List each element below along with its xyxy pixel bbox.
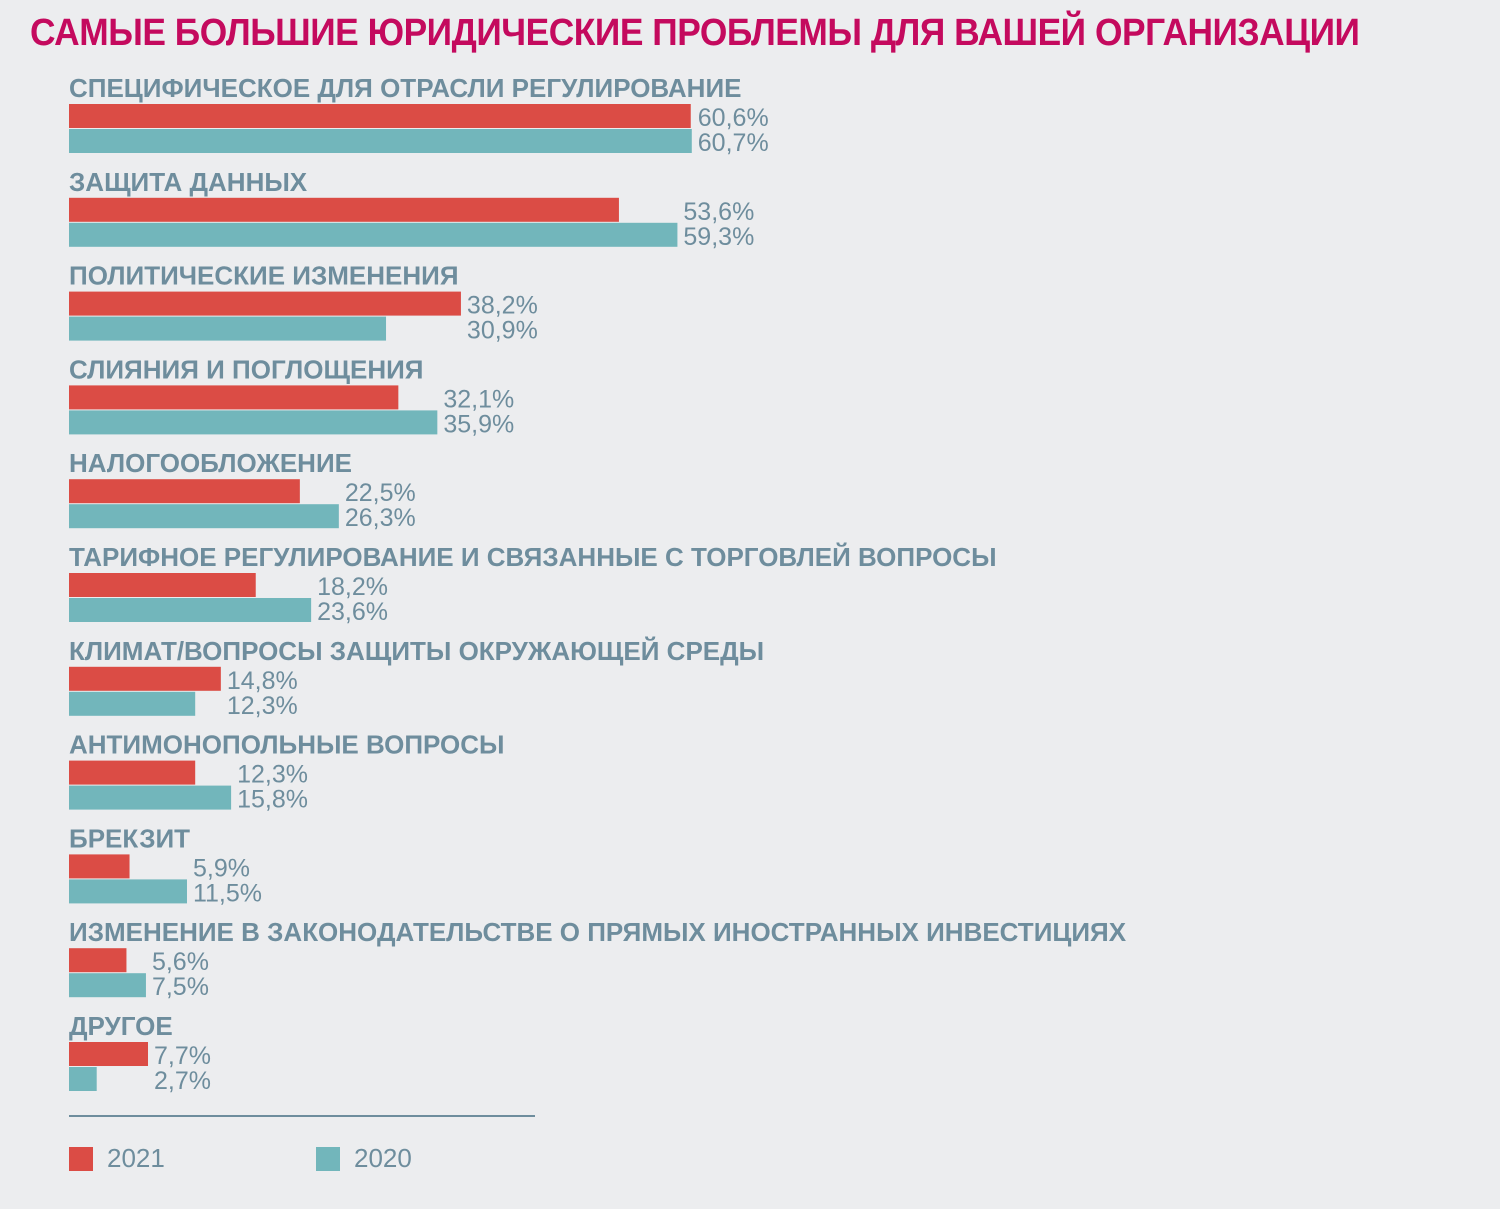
bar-2021 [69,479,300,504]
value-label-2021: 7,7% [154,1042,211,1070]
bar-2020 [69,1067,97,1091]
bar-2020 [69,410,438,435]
value-label-2021: 60,6% [698,104,769,132]
value-label-2021: 22,5% [345,479,416,507]
legend-item-2021: 2021 [69,1143,165,1174]
category-label: СЛИЯНИЯ И ПОГЛОЩЕНИЯ [69,354,424,384]
category-label: СПЕЦИФИЧЕСКОЕ ДЛЯ ОТРАСЛИ РЕГУЛИРОВАНИЕ [69,73,741,103]
value-label-2020: 60,7% [698,129,769,157]
bar-2020 [69,129,692,153]
bar-2021 [69,104,691,128]
bar-group: ИЗМЕНЕНИЕ В ЗАКОНОДАТЕЛЬСТВЕ О ПРЯМЫХ ИН… [69,917,1127,1001]
category-label: АНТИМОНОПОЛЬНЫЕ ВОПРОСЫ [69,730,505,760]
value-label-2021: 5,9% [193,854,250,882]
category-label: ЗАЩИТА ДАННЫХ [69,167,308,197]
category-label: НАЛОГООБЛОЖЕНИЕ [69,448,352,478]
bar-2021 [69,760,196,785]
value-label-2020: 15,8% [237,786,308,814]
value-label-2020: 35,9% [443,410,514,438]
bar-group: КЛИМАТ/ВОПРОСЫ ЗАЩИТЫ ОКРУЖАЮЩЕЙ СРЕДЫ14… [69,636,764,720]
legend-swatch-2020 [316,1146,340,1171]
value-label-2020: 59,3% [683,223,754,251]
value-label-2021: 18,2% [317,573,388,601]
bar-group: ПОЛИТИЧЕСКИЕ ИЗМЕНЕНИЯ 38,2%30,9% [69,261,538,345]
bar-group: ТАРИФНОЕ РЕГУЛИРОВАНИЕ И СВЯЗАННЫЕ С ТОР… [69,542,997,626]
bar-2020 [69,316,387,341]
category-label: ИЗМЕНЕНИЕ В ЗАКОНОДАТЕЛЬСТВЕ О ПРЯМЫХ ИН… [69,917,1127,947]
category-label: БРЕКЗИТ [69,823,190,853]
bar-2021 [69,1042,149,1066]
category-label: КЛИМАТ/ВОПРОСЫ ЗАЩИТЫ ОКРУЖАЮЩЕЙ СРЕДЫ [69,636,764,666]
bar-2021 [69,385,399,410]
value-label-2020: 7,5% [152,973,209,1001]
value-label-2020: 26,3% [345,504,416,532]
value-label-2020: 12,3% [227,692,298,720]
legend-swatch-2021 [69,1146,93,1171]
bar-2020 [69,785,232,810]
bar-2021 [69,573,256,597]
category-label: ТАРИФНОЕ РЕГУЛИРОВАНИЕ И СВЯЗАННЫЕ С ТОР… [69,542,997,572]
value-label-2021: 12,3% [237,761,308,789]
bar-group: ЗАЩИТА ДАННЫХ 53,6%59,3% [69,167,754,251]
bar-2021 [69,854,130,879]
bar-2021 [69,666,221,691]
bar-2020 [69,879,187,904]
category-label: ПОЛИТИЧЕСКИЕ ИЗМЕНЕНИЯ [69,261,459,291]
bar-2020 [69,691,196,716]
value-label-2020: 2,7% [154,1067,211,1095]
legend-label-2020: 2020 [354,1143,412,1173]
value-label-2021: 14,8% [227,667,298,695]
legend-divider [69,1115,535,1117]
value-label-2020: 23,6% [317,598,388,626]
bar-group: СЛИЯНИЯ И ПОГЛОЩЕНИЯ 32,1%35,9% [69,354,514,438]
bar-2021 [69,197,619,222]
value-label-2020: 30,9% [467,317,538,345]
bar-2021 [69,948,127,973]
bar-2020 [69,973,146,998]
chart-title: САМЫЕ БОЛЬШИЕ ЮРИДИЧЕСКИЕ ПРОБЛЕМЫ ДЛЯ В… [30,12,1360,54]
legend-item-2020: 2020 [316,1143,412,1174]
bar-2020 [69,504,339,529]
bar-group: СПЕЦИФИЧЕСКОЕ ДЛЯ ОТРАСЛИ РЕГУЛИРОВАНИЕ6… [69,73,769,157]
value-label-2020: 11,5% [193,879,262,907]
bar-2020 [69,598,312,622]
value-label-2021: 32,1% [443,385,514,413]
value-label-2021: 53,6% [683,198,754,226]
bar-2020 [69,222,678,247]
legend-label-2021: 2021 [107,1143,165,1173]
category-label: ДРУГОЕ [69,1011,173,1041]
value-label-2021: 5,6% [152,948,209,976]
bar-2021 [69,291,461,316]
value-label-2021: 38,2% [467,292,538,320]
